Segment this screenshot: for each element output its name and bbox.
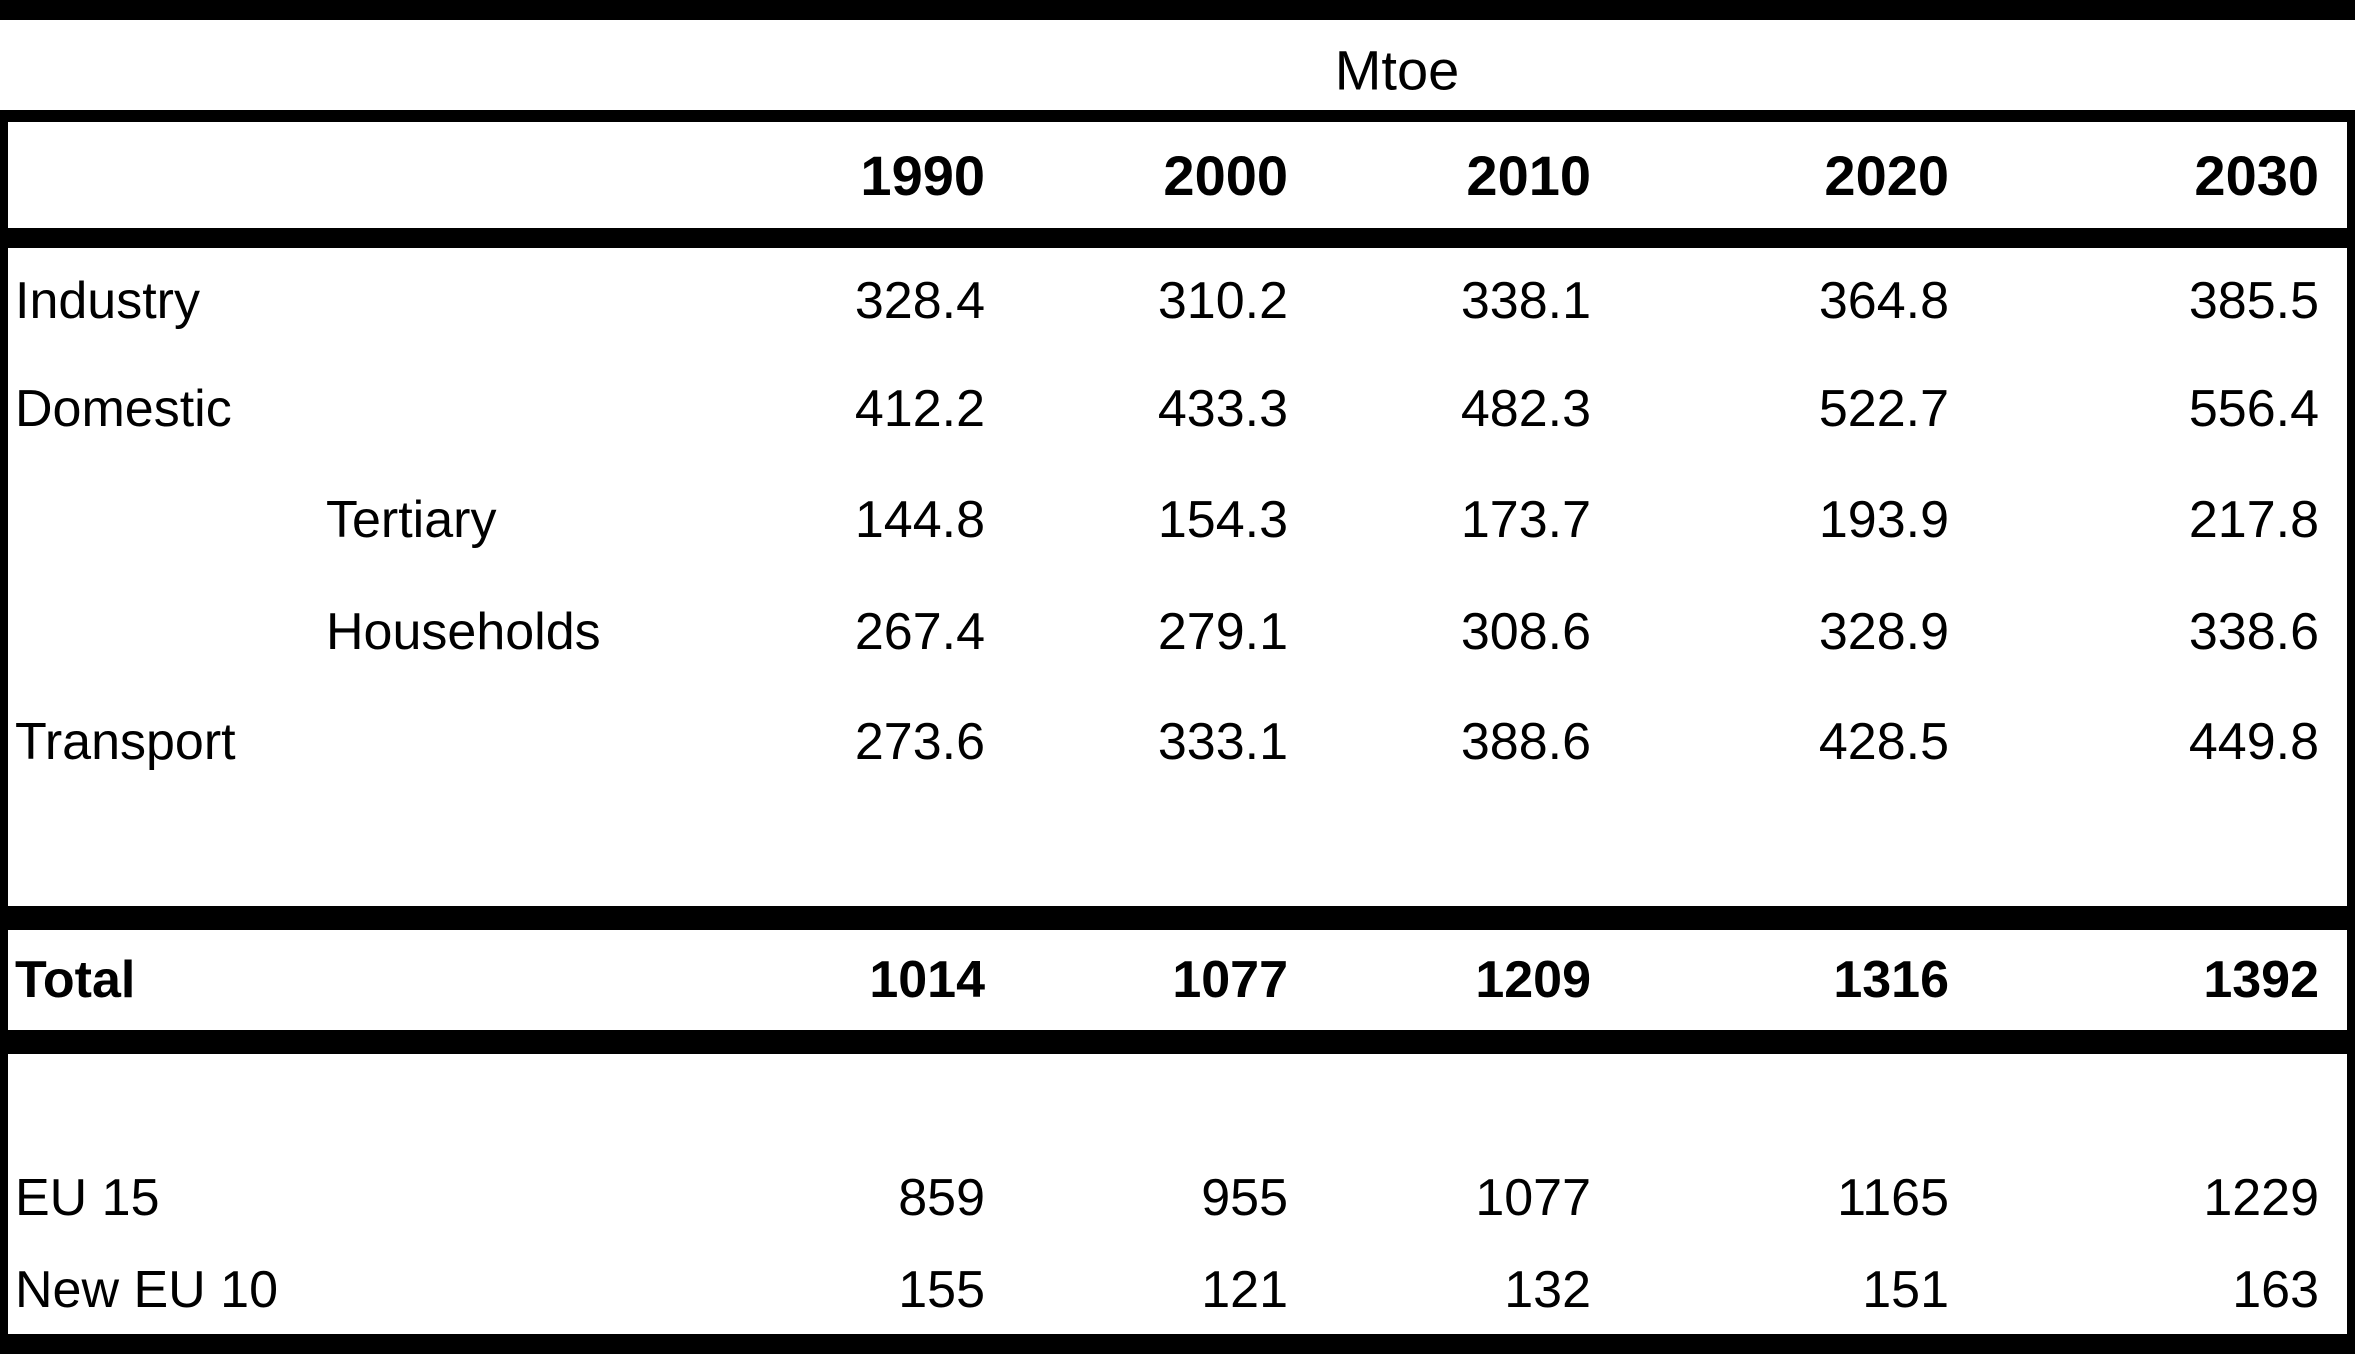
table-row: Transport 273.6 333.1 388.6 428.5 449.8 xyxy=(8,688,2347,796)
row-label: EU 15 xyxy=(15,1169,160,1227)
table-row: Industry 328.4 310.2 338.1 364.8 385.5 xyxy=(8,248,2347,354)
cell-value: 151 xyxy=(1862,1261,1949,1319)
table-top-border xyxy=(0,110,2355,122)
col-header-2020: 2020 xyxy=(1824,143,1949,207)
row-label: New EU 10 xyxy=(15,1261,278,1319)
cell-value: 1077 xyxy=(1475,1169,1591,1227)
header-separator xyxy=(0,228,2355,248)
cell-value: 132 xyxy=(1504,1261,1591,1319)
cell-value: 267.4 xyxy=(854,603,985,661)
col-header-1990: 1990 xyxy=(860,143,985,207)
cell-value: 1316 xyxy=(1833,951,1949,1009)
cell-value: 173.7 xyxy=(1460,491,1591,549)
empty-row xyxy=(8,1054,2347,1150)
cell-value: 308.6 xyxy=(1460,603,1591,661)
row-label: Industry xyxy=(15,272,200,330)
cell-value: 556.4 xyxy=(2188,380,2319,438)
cell-value: 482.3 xyxy=(1460,380,1591,438)
total-bottom-border xyxy=(0,1030,2355,1054)
cell-value: 338.1 xyxy=(1460,272,1591,330)
cell-value: 273.6 xyxy=(854,713,985,771)
row-label: Domestic xyxy=(15,380,232,438)
cell-value: 338.6 xyxy=(2188,603,2319,661)
cell-value: 388.6 xyxy=(1460,713,1591,771)
page-title: Mtoe xyxy=(1334,38,1460,101)
cell-value: 1077 xyxy=(1172,951,1288,1009)
cell-value: 154.3 xyxy=(1157,491,1288,549)
col-header-2000: 2000 xyxy=(1163,143,1288,207)
cell-value: 121 xyxy=(1201,1261,1288,1319)
cell-value: 333.1 xyxy=(1157,713,1288,771)
table-row: New EU 10 155 121 132 151 163 xyxy=(8,1246,2347,1334)
cell-value: 364.8 xyxy=(1818,272,1949,330)
bottom-black-bar xyxy=(0,1334,2355,1354)
cell-value: 279.1 xyxy=(1157,603,1288,661)
cell-value: 1392 xyxy=(2203,951,2319,1009)
total-section: Total 1014 1077 1209 1316 1392 xyxy=(0,930,2355,1030)
row-label: Households xyxy=(326,603,601,661)
cell-value: 433.3 xyxy=(1157,380,1288,438)
cell-value: 217.8 xyxy=(2188,491,2319,549)
table-row: Households 267.4 279.1 308.6 328.9 338.6 xyxy=(8,576,2347,688)
table-row: EU 15 859 955 1077 1165 1229 xyxy=(8,1150,2347,1246)
cell-value: 449.8 xyxy=(2188,713,2319,771)
table-row: Domestic 412.2 433.3 482.3 522.7 556.4 xyxy=(8,354,2347,464)
cell-value: 144.8 xyxy=(854,491,985,549)
cell-value: 1229 xyxy=(2203,1169,2319,1227)
cell-value: 385.5 xyxy=(2188,272,2319,330)
cell-value: 193.9 xyxy=(1818,491,1949,549)
row-label: Transport xyxy=(15,713,236,771)
table-body-section: Industry 328.4 310.2 338.1 364.8 385.5 D… xyxy=(0,248,2355,906)
cell-value: 310.2 xyxy=(1157,272,1288,330)
col-header-2030: 2030 xyxy=(2194,143,2319,207)
table-header-section: 1990 2000 2010 2020 2030 xyxy=(0,122,2355,228)
cell-value: 328.4 xyxy=(854,272,985,330)
row-label: Tertiary xyxy=(326,491,497,549)
total-top-border xyxy=(0,906,2355,930)
cell-value: 522.7 xyxy=(1818,380,1949,438)
cell-value: 428.5 xyxy=(1818,713,1949,771)
cell-value: 1165 xyxy=(1837,1169,1949,1227)
year-header-row: 1990 2000 2010 2020 2030 xyxy=(8,122,2347,228)
cell-value: 1014 xyxy=(869,951,985,1009)
row-label: Total xyxy=(15,951,136,1009)
title-strip: Mtoe xyxy=(0,20,2355,110)
breakdown-section: EU 15 859 955 1077 1165 1229 New EU 10 1… xyxy=(0,1054,2355,1334)
cell-value: 155 xyxy=(898,1261,985,1319)
cell-value: 1209 xyxy=(1475,951,1591,1009)
cell-value: 163 xyxy=(2232,1261,2319,1319)
cell-value: 955 xyxy=(1201,1169,1288,1227)
cell-value: 859 xyxy=(898,1169,985,1227)
table-row: Tertiary 144.8 154.3 173.7 193.9 217.8 xyxy=(8,464,2347,576)
col-header-2010: 2010 xyxy=(1466,143,1591,207)
top-black-bar xyxy=(0,0,2355,20)
total-row: Total 1014 1077 1209 1316 1392 xyxy=(8,930,2347,1030)
empty-row xyxy=(8,796,2347,906)
cell-value: 328.9 xyxy=(1818,603,1949,661)
cell-value: 412.2 xyxy=(854,380,985,438)
